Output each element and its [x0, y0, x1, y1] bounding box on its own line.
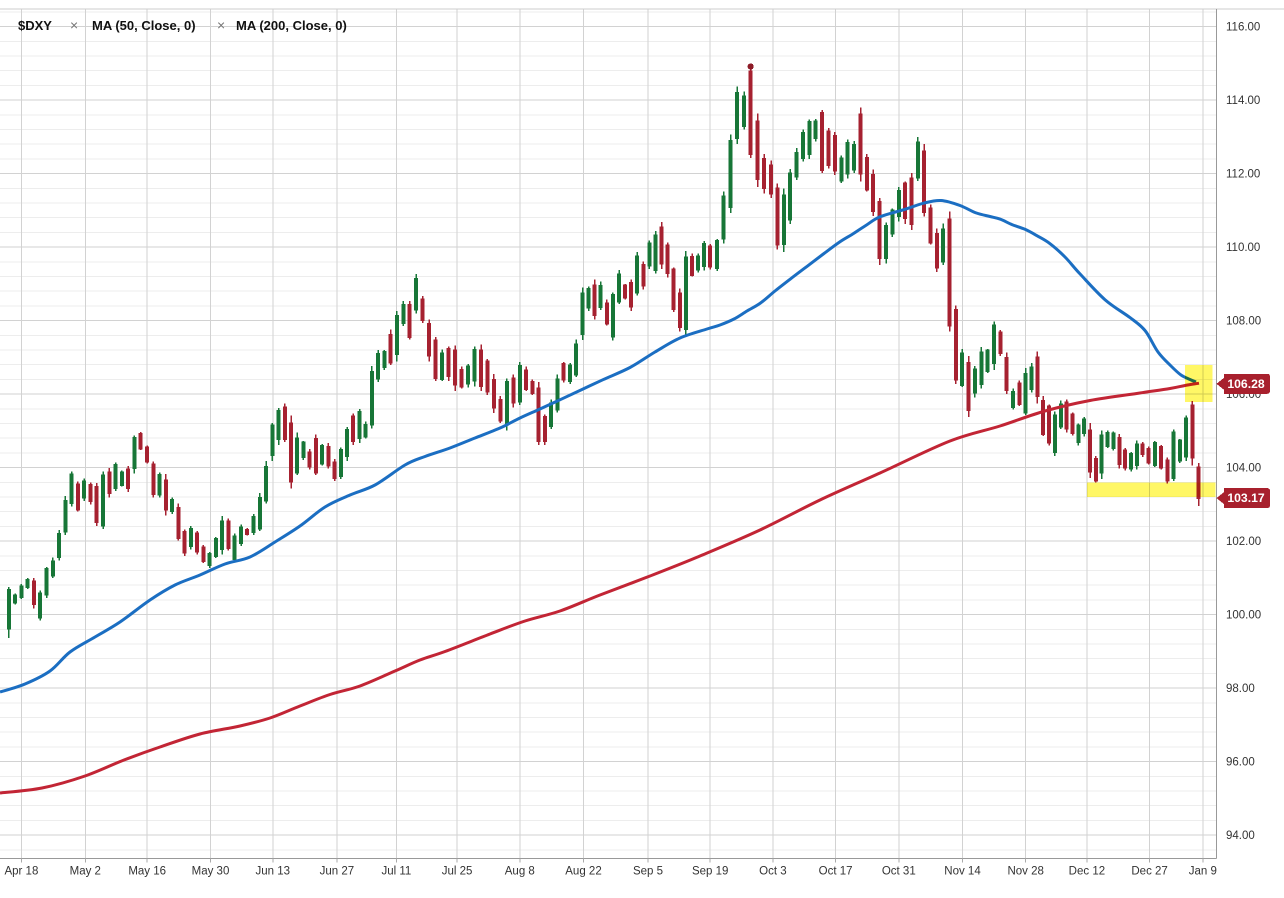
svg-text:×: ×	[70, 17, 78, 33]
svg-text:Jun 27: Jun 27	[320, 866, 355, 878]
svg-text:108.00: 108.00	[1226, 316, 1261, 328]
svg-text:Oct 31: Oct 31	[882, 866, 916, 878]
svg-text:116.00: 116.00	[1226, 22, 1260, 34]
svg-text:112.00: 112.00	[1226, 169, 1260, 181]
svg-text:MA (200, Close, 0): MA (200, Close, 0)	[236, 18, 347, 33]
svg-text:98.00: 98.00	[1226, 683, 1255, 695]
svg-text:Jun 13: Jun 13	[256, 866, 291, 878]
svg-text:Nov 28: Nov 28	[1007, 866, 1043, 878]
svg-text:Nov 14: Nov 14	[944, 866, 981, 878]
svg-text:×: ×	[217, 17, 225, 33]
svg-text:Sep 19: Sep 19	[692, 866, 728, 878]
svg-text:106.28: 106.28	[1227, 377, 1264, 391]
svg-text:104.00: 104.00	[1226, 463, 1261, 475]
svg-text:Oct 3: Oct 3	[759, 866, 786, 878]
svg-text:Apr 18: Apr 18	[4, 866, 38, 878]
svg-text:MA (50, Close, 0): MA (50, Close, 0)	[92, 18, 196, 33]
svg-text:Jul 11: Jul 11	[381, 866, 411, 878]
svg-text:103.17: 103.17	[1227, 491, 1264, 505]
svg-text:102.00: 102.00	[1226, 536, 1261, 548]
svg-text:Dec 12: Dec 12	[1069, 866, 1105, 878]
svg-text:100.00: 100.00	[1226, 610, 1261, 622]
svg-text:Aug 22: Aug 22	[565, 866, 601, 878]
svg-text:Sep 5: Sep 5	[633, 866, 663, 878]
svg-text:$DXY: $DXY	[18, 18, 52, 33]
svg-text:114.00: 114.00	[1226, 95, 1260, 107]
svg-text:Jan 9: Jan 9	[1189, 866, 1217, 878]
svg-text:96.00: 96.00	[1226, 757, 1255, 769]
svg-text:May 16: May 16	[128, 866, 166, 878]
svg-text:May 30: May 30	[192, 866, 230, 878]
svg-text:Aug 8: Aug 8	[505, 866, 535, 878]
svg-text:110.00: 110.00	[1226, 242, 1260, 254]
svg-text:May 2: May 2	[70, 866, 101, 878]
svg-text:Jul 25: Jul 25	[442, 866, 473, 878]
svg-text:Dec 27: Dec 27	[1131, 866, 1167, 878]
svg-text:94.00: 94.00	[1226, 830, 1255, 842]
svg-text:Oct 17: Oct 17	[819, 866, 853, 878]
